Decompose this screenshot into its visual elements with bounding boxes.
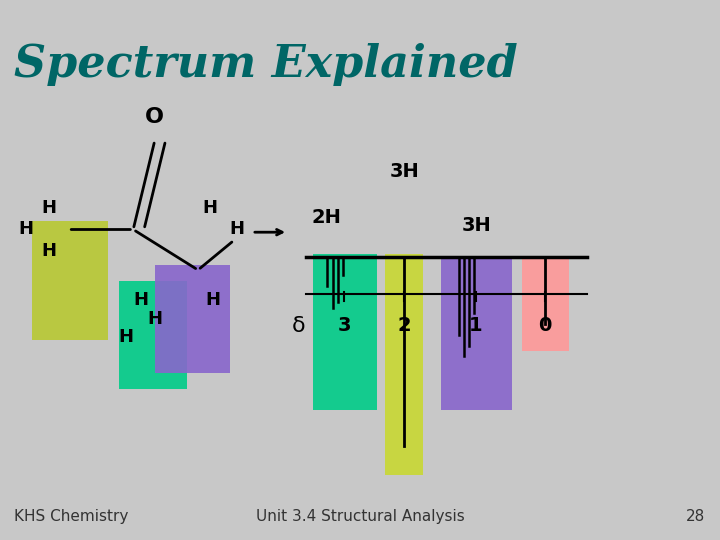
- Bar: [522, 259, 569, 351]
- Text: H: H: [18, 220, 33, 239]
- Text: H: H: [205, 291, 220, 309]
- Bar: [385, 254, 423, 475]
- Text: 0: 0: [539, 316, 552, 335]
- Text: 3: 3: [338, 316, 351, 335]
- Text: H: H: [148, 309, 162, 328]
- Text: δ: δ: [292, 316, 305, 336]
- Text: H: H: [42, 199, 56, 217]
- Text: Unit 3.4 Structural Analysis: Unit 3.4 Structural Analysis: [256, 509, 464, 524]
- Text: H: H: [229, 220, 244, 239]
- Text: 2: 2: [397, 316, 410, 335]
- Bar: [313, 254, 377, 410]
- Text: 1: 1: [469, 316, 482, 335]
- Text: H: H: [119, 328, 133, 347]
- Text: 28: 28: [686, 509, 706, 524]
- Text: 3H: 3H: [462, 216, 492, 235]
- Bar: [155, 265, 230, 373]
- Text: H: H: [133, 291, 148, 309]
- Text: H: H: [203, 199, 217, 217]
- Text: KHS Chemistry: KHS Chemistry: [14, 509, 129, 524]
- Bar: [441, 259, 512, 410]
- Text: 3H: 3H: [390, 162, 420, 181]
- Text: O: O: [145, 107, 164, 127]
- Text: 2H: 2H: [311, 208, 341, 227]
- Text: Spectrum Explained: Spectrum Explained: [14, 43, 518, 86]
- Text: H: H: [42, 242, 56, 260]
- Bar: [32, 221, 108, 340]
- Bar: [119, 281, 187, 389]
